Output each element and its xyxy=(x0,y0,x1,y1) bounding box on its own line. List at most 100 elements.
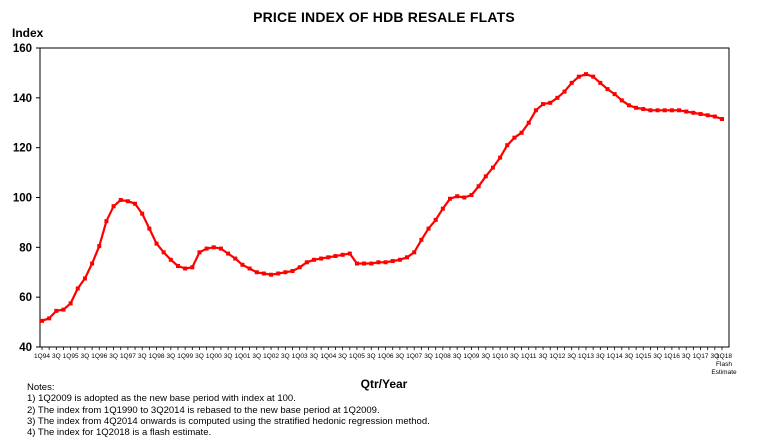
x-tick-label: 1Q95 xyxy=(63,353,79,360)
x-tick-label: 3Q xyxy=(424,353,433,360)
x-tick-label: 3Q xyxy=(481,353,490,360)
data-point xyxy=(47,316,52,321)
data-point xyxy=(140,211,145,216)
data-point xyxy=(290,269,295,274)
x-axis: 1Q94 3Q 1Q95 3Q 1Q96 3Q 1Q97 3Q 1Q98 3Q 1Q99 3Q 1Q00… xyxy=(34,347,737,376)
y-tick-label: 60 xyxy=(19,292,32,304)
data-point xyxy=(269,272,274,277)
data-point xyxy=(526,120,531,125)
data-point xyxy=(197,250,202,255)
data-point xyxy=(655,108,660,113)
x-tick-label: 1Q06 xyxy=(378,353,394,360)
data-point xyxy=(684,109,689,114)
data-point xyxy=(634,105,639,110)
x-tick-label-note: Flash xyxy=(716,361,732,368)
data-point xyxy=(147,226,152,231)
chart-title: PRICE INDEX OF HDB RESALE FLATS xyxy=(253,9,515,25)
y-tick-label: 140 xyxy=(13,93,32,105)
x-tick-label: 1Q18 xyxy=(716,353,732,360)
notes-heading: Notes: xyxy=(27,382,55,393)
data-point xyxy=(720,117,724,122)
data-point xyxy=(369,261,374,266)
data-point xyxy=(233,256,238,261)
data-point xyxy=(591,74,596,79)
x-tick-label: 3Q xyxy=(539,353,548,360)
x-tick-label: 1Q01 xyxy=(234,353,250,360)
data-point xyxy=(584,72,588,77)
data-point xyxy=(304,260,309,265)
x-tick-label: 3Q xyxy=(653,353,662,360)
data-point xyxy=(669,108,674,113)
x-tick-label: 3Q xyxy=(596,353,605,360)
data-point xyxy=(498,155,503,160)
notes-block: Notes: 1) 1Q2009 is adopted as the new b… xyxy=(27,382,430,438)
data-point xyxy=(118,197,123,202)
x-tick-label: 1Q15 xyxy=(635,353,651,360)
data-point xyxy=(283,270,288,275)
data-point xyxy=(297,265,302,270)
data-point xyxy=(641,107,646,112)
x-tick-label: 3Q xyxy=(310,353,319,360)
y-tick-label: 40 xyxy=(19,342,32,354)
data-point xyxy=(397,257,402,262)
note-line: 1) 1Q2009 is adopted as the new base per… xyxy=(27,393,296,405)
data-point xyxy=(326,255,331,260)
data-point xyxy=(61,307,66,312)
x-tick-label: 3Q xyxy=(510,353,519,360)
data-point xyxy=(319,256,324,261)
x-axis-label: Qtr/Year xyxy=(360,377,408,391)
data-point xyxy=(125,199,130,204)
data-point xyxy=(533,108,538,113)
x-tick-label: 3Q xyxy=(338,353,347,360)
y-tick-label: 120 xyxy=(13,143,32,155)
data-point xyxy=(712,114,717,119)
x-tick-label: 1Q98 xyxy=(149,353,165,360)
data-point xyxy=(90,261,95,266)
data-point xyxy=(254,270,259,275)
data-point xyxy=(605,87,610,92)
y-tick-label: 80 xyxy=(19,242,32,254)
data-point xyxy=(111,204,116,209)
series-line xyxy=(41,73,723,322)
data-point xyxy=(190,265,195,270)
data-point xyxy=(626,103,631,108)
x-tick-label: 3Q xyxy=(81,353,90,360)
x-tick-label: 3Q xyxy=(195,353,204,360)
data-point xyxy=(412,250,417,255)
data-point xyxy=(97,244,102,249)
y-tick-label: 160 xyxy=(13,43,32,55)
plot-area-frame xyxy=(39,47,730,348)
data-point xyxy=(354,261,359,266)
x-tick-label: 1Q00 xyxy=(206,353,222,360)
x-tick-label: 3Q xyxy=(52,353,61,360)
data-point xyxy=(677,108,682,113)
x-tick-label: 3Q xyxy=(167,353,176,360)
data-point xyxy=(390,259,395,264)
data-point xyxy=(598,80,603,85)
data-point xyxy=(619,98,624,103)
data-point xyxy=(648,108,653,113)
data-point xyxy=(612,92,617,97)
data-point xyxy=(240,262,245,267)
data-point xyxy=(104,219,109,224)
x-tick-label: 1Q08 xyxy=(435,353,451,360)
data-point xyxy=(476,184,481,189)
data-point xyxy=(691,110,696,115)
data-point xyxy=(218,246,223,251)
data-point xyxy=(576,74,581,79)
x-tick-label-note: Estimate xyxy=(711,369,737,376)
x-tick-label: 3Q xyxy=(224,353,233,360)
data-point xyxy=(548,100,553,105)
data-point xyxy=(211,245,216,250)
data-point xyxy=(462,195,467,200)
x-tick-label: 1Q10 xyxy=(492,353,508,360)
data-point xyxy=(455,194,460,199)
data-point xyxy=(340,252,345,257)
data-point xyxy=(376,260,381,265)
data-point xyxy=(40,318,44,323)
x-tick-label: 1Q07 xyxy=(406,353,422,360)
data-point xyxy=(247,266,252,271)
data-point xyxy=(54,308,59,313)
x-tick-label: 3Q xyxy=(453,353,462,360)
data-point xyxy=(555,95,560,100)
